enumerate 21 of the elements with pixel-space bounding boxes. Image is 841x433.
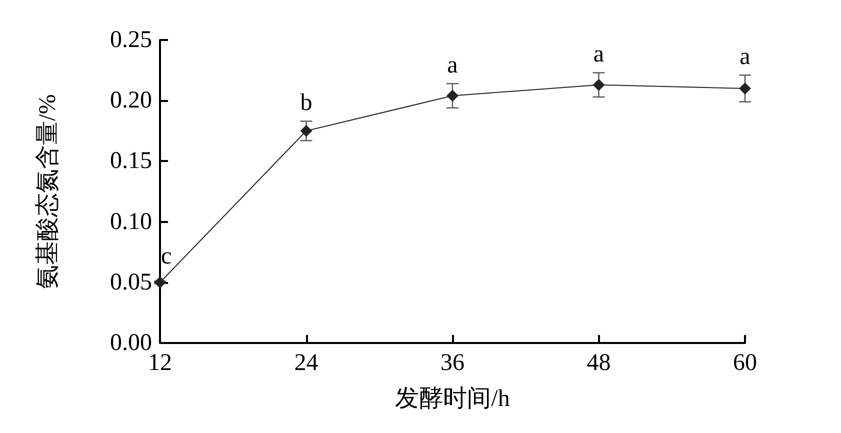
point	[739, 82, 751, 94]
x-tick-label: 24	[294, 350, 318, 376]
y-tick-label: 0.15	[110, 148, 152, 174]
annotation: b	[300, 90, 312, 116]
annotation: c	[161, 243, 172, 270]
point	[154, 276, 166, 288]
x-tick-label: 48	[586, 350, 611, 376]
annotation: a	[593, 42, 604, 68]
y-tick-label: 0.25	[110, 27, 152, 53]
x-tick-label: 36	[440, 350, 464, 376]
annotation: a	[447, 52, 458, 79]
point	[592, 78, 605, 91]
point	[300, 124, 312, 137]
y-tick-label: 0.20	[110, 88, 152, 114]
y-axis-title: 氨基酸态氮含量/%	[35, 94, 61, 289]
x-tick-label: 60	[733, 350, 757, 376]
point	[446, 90, 458, 102]
x-axis-title: 发酵时间/h	[395, 386, 510, 412]
annotation: a	[740, 44, 751, 70]
y-tick-label: 0.05	[110, 269, 152, 296]
y-tick-label: 0.10	[110, 208, 152, 235]
